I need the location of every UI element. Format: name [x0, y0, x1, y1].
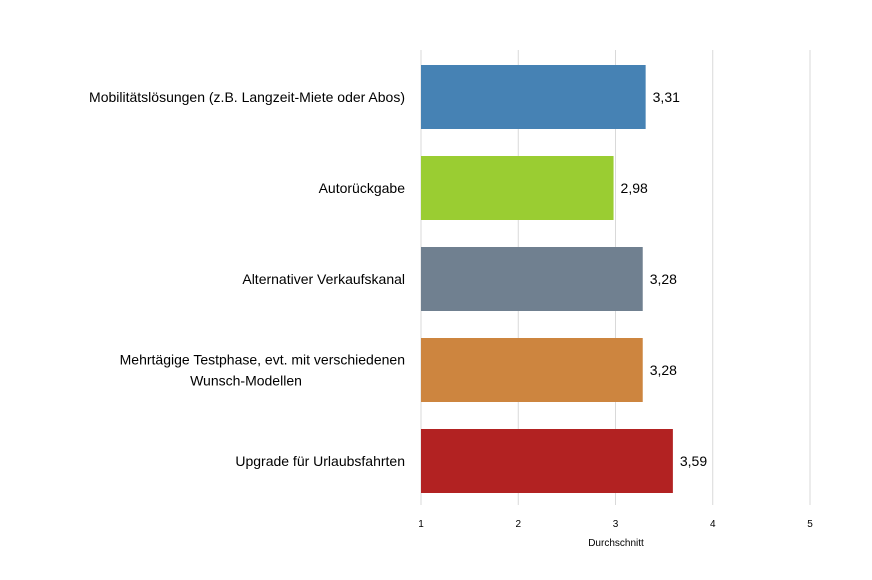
value-label: 3,59: [680, 453, 707, 469]
bar: [421, 338, 643, 402]
value-label: 3,28: [650, 362, 677, 378]
category-label: Mehrtägige Testphase, evt. mit verschied…: [120, 352, 405, 368]
bar: [421, 247, 643, 311]
value-label: 3,31: [653, 89, 680, 105]
bar: [421, 156, 614, 220]
category-label: Wunsch-Modellen: [190, 373, 302, 389]
x-tick-label: 3: [613, 519, 619, 530]
category-label: Alternativer Verkaufskanal: [242, 271, 405, 287]
category-labels: Mobilitätslösungen (z.B. Langzeit-Miete …: [89, 89, 405, 469]
bars: [421, 65, 673, 493]
x-tick-labels: 1 2 3 4 5: [418, 519, 813, 530]
value-label: 2,98: [621, 180, 648, 196]
category-label: Mobilitätslösungen (z.B. Langzeit-Miete …: [89, 89, 405, 105]
x-tick-label: 4: [710, 519, 716, 530]
bar: [421, 65, 646, 129]
x-tick-label: 5: [807, 519, 813, 530]
bar: [421, 429, 673, 493]
x-axis-title: Durchschnitt: [588, 538, 644, 549]
category-label: Autorückgabe: [319, 180, 406, 196]
value-label: 3,28: [650, 271, 677, 287]
value-labels: 3,31 2,98 3,28 3,28 3,59: [621, 89, 708, 469]
x-tick-label: 1: [418, 519, 424, 530]
category-label: Upgrade für Urlaubsfahrten: [235, 453, 405, 469]
x-tick-label: 2: [515, 519, 521, 530]
